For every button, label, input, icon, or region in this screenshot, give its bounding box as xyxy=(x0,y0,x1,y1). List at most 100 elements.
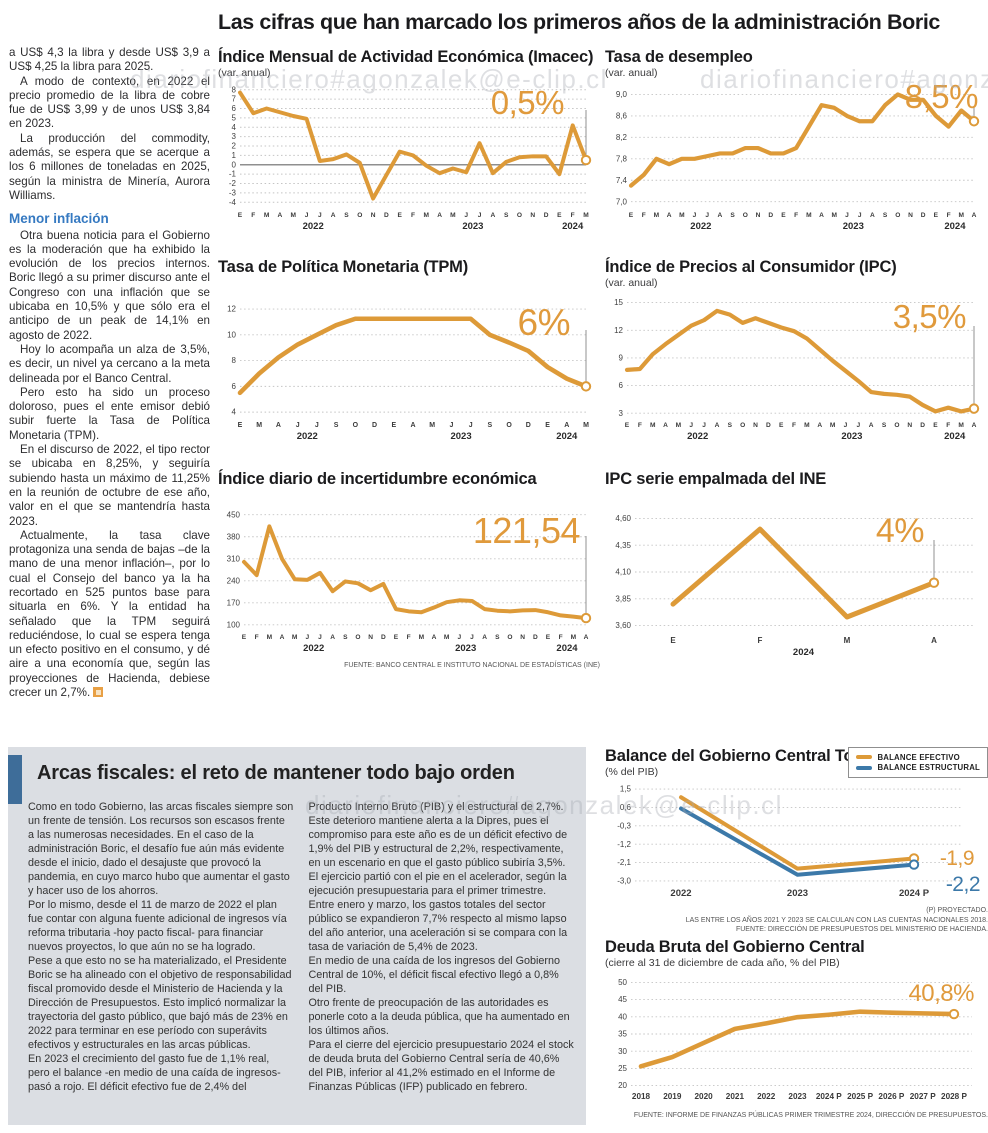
svg-text:A: A xyxy=(817,422,822,429)
svg-text:30: 30 xyxy=(618,1047,627,1056)
svg-text:E: E xyxy=(238,212,243,219)
svg-text:N: N xyxy=(368,634,373,641)
svg-text:J: J xyxy=(318,212,322,219)
legend-item-efectivo: BALANCE EFECTIVO xyxy=(856,753,980,762)
svg-text:F: F xyxy=(411,212,415,219)
svg-text:M: M xyxy=(844,636,851,645)
article-paragraph: En el discurso de 2022, el tipo rector s… xyxy=(9,443,210,529)
legend-item-estructural: BALANCE ESTRUCTURAL xyxy=(856,763,980,772)
svg-text:A: A xyxy=(490,212,495,219)
svg-text:M: M xyxy=(679,212,685,219)
svg-text:F: F xyxy=(758,636,763,645)
svg-text:S: S xyxy=(883,212,888,219)
svg-text:E: E xyxy=(238,422,243,429)
svg-text:D: D xyxy=(544,212,549,219)
svg-text:2022: 2022 xyxy=(297,431,318,442)
svg-text:F: F xyxy=(792,422,796,429)
svg-text:O: O xyxy=(506,422,512,429)
article-paragraph: Otra buena noticia para el Gobierno es l… xyxy=(9,229,210,343)
svg-text:M: M xyxy=(419,634,425,641)
article-paragraph: a US$ 4,3 la libra y desde US$ 3,9 a US$… xyxy=(9,46,210,75)
svg-text:J: J xyxy=(478,212,482,219)
legend-label: BALANCE EFECTIVO xyxy=(877,752,960,762)
svg-text:2: 2 xyxy=(232,142,237,151)
svg-text:A: A xyxy=(718,212,723,219)
svg-text:M: M xyxy=(804,422,810,429)
svg-text:E: E xyxy=(779,422,784,429)
svg-text:-2: -2 xyxy=(229,179,237,188)
svg-text:O: O xyxy=(894,422,899,429)
svg-text:2022: 2022 xyxy=(303,643,324,654)
svg-text:1,5: 1,5 xyxy=(620,785,632,794)
fiscal-paragraph: Como en todo Gobierno, las arcas fiscale… xyxy=(28,801,294,897)
svg-text:O: O xyxy=(740,422,745,429)
chart-subtitle xyxy=(605,489,988,502)
chart-annotation: 40,8% xyxy=(908,980,974,1007)
svg-text:2024 P: 2024 P xyxy=(899,888,930,899)
svg-text:2022: 2022 xyxy=(303,221,324,232)
chart-title: Índice de Precios al Consumidor (IPC) xyxy=(605,258,897,276)
chart-desempleo: Tasa de desempleo (var. anual) 9,0 8,6 8,2… xyxy=(605,48,988,240)
footnote: FUENTE: INFORME DE FINANZAS PÚBLICAS PRI… xyxy=(633,1112,988,1119)
chart-title: Deuda Bruta del Gobierno Central xyxy=(605,938,865,956)
svg-text:45: 45 xyxy=(618,995,627,1004)
svg-text:E: E xyxy=(394,634,399,641)
svg-text:3,60: 3,60 xyxy=(615,621,631,630)
svg-text:170: 170 xyxy=(227,598,241,607)
chart-tpm: Tasa de Política Monetaria (TPM) 12 10 8 6 4… xyxy=(218,258,600,450)
svg-text:O: O xyxy=(517,212,522,219)
balance-line-chart: 1,5 0,6 -0,3 -1,2 -2,1 -3,0 2022 2023 2024 P xyxy=(617,785,962,899)
svg-text:N: N xyxy=(371,212,376,219)
article-text: En el discurso de 2022, el tipo rector s… xyxy=(9,443,210,528)
svg-text:A: A xyxy=(410,422,415,429)
chart-subtitle xyxy=(218,489,600,502)
svg-text:E: E xyxy=(933,422,938,429)
svg-text:F: F xyxy=(255,634,259,641)
svg-text:F: F xyxy=(794,212,798,219)
footnote: (P) PROYECTADO. xyxy=(926,907,988,914)
svg-text:6: 6 xyxy=(232,104,237,113)
svg-text:3,85: 3,85 xyxy=(615,594,631,603)
svg-text:J: J xyxy=(689,422,693,429)
article-column: a US$ 4,3 la libra y desde US$ 3,9 a US$… xyxy=(9,46,210,700)
svg-text:A: A xyxy=(482,634,487,641)
svg-text:F: F xyxy=(638,422,642,429)
svg-text:E: E xyxy=(670,636,676,645)
chart-annotation: -1,9 xyxy=(939,847,975,870)
svg-text:M: M xyxy=(959,212,965,219)
svg-text:-2,1: -2,1 xyxy=(617,858,631,867)
svg-text:D: D xyxy=(526,422,531,429)
svg-text:J: J xyxy=(858,212,862,219)
chart-title: Tasa de Política Monetaria (TPM) xyxy=(218,258,469,276)
svg-text:-4: -4 xyxy=(229,198,237,207)
svg-text:E: E xyxy=(781,212,786,219)
svg-text:450: 450 xyxy=(227,510,241,519)
svg-text:A: A xyxy=(972,212,977,219)
svg-text:6: 6 xyxy=(232,382,237,391)
svg-text:9,0: 9,0 xyxy=(616,90,628,99)
svg-text:2023: 2023 xyxy=(462,221,483,232)
svg-text:1: 1 xyxy=(232,151,237,160)
svg-text:2021: 2021 xyxy=(726,1092,745,1101)
svg-text:A: A xyxy=(869,422,874,429)
chart-title: IPC serie empalmada del INE xyxy=(605,470,827,488)
fiscal-paragraph: En medio de una caída de los ingresos de… xyxy=(308,955,561,995)
svg-text:380: 380 xyxy=(227,532,241,541)
svg-text:A: A xyxy=(330,634,335,641)
chart-annotation: -2,2 xyxy=(945,873,981,896)
svg-text:O: O xyxy=(357,212,362,219)
svg-text:A: A xyxy=(972,422,977,429)
svg-text:S: S xyxy=(882,422,887,429)
svg-text:J: J xyxy=(305,634,309,641)
fiscal-paragraph: En 2023 el crecimiento del gasto fue de … xyxy=(28,1053,281,1093)
svg-text:7,0: 7,0 xyxy=(616,197,628,206)
svg-text:E: E xyxy=(629,212,634,219)
svg-text:2026 P: 2026 P xyxy=(878,1092,904,1101)
svg-text:D: D xyxy=(920,422,925,429)
svg-text:O: O xyxy=(355,634,360,641)
svg-text:S: S xyxy=(728,422,733,429)
svg-text:0: 0 xyxy=(232,160,237,169)
fiscal-paragraph: Otro frente de preocupación de las autor… xyxy=(308,997,570,1037)
